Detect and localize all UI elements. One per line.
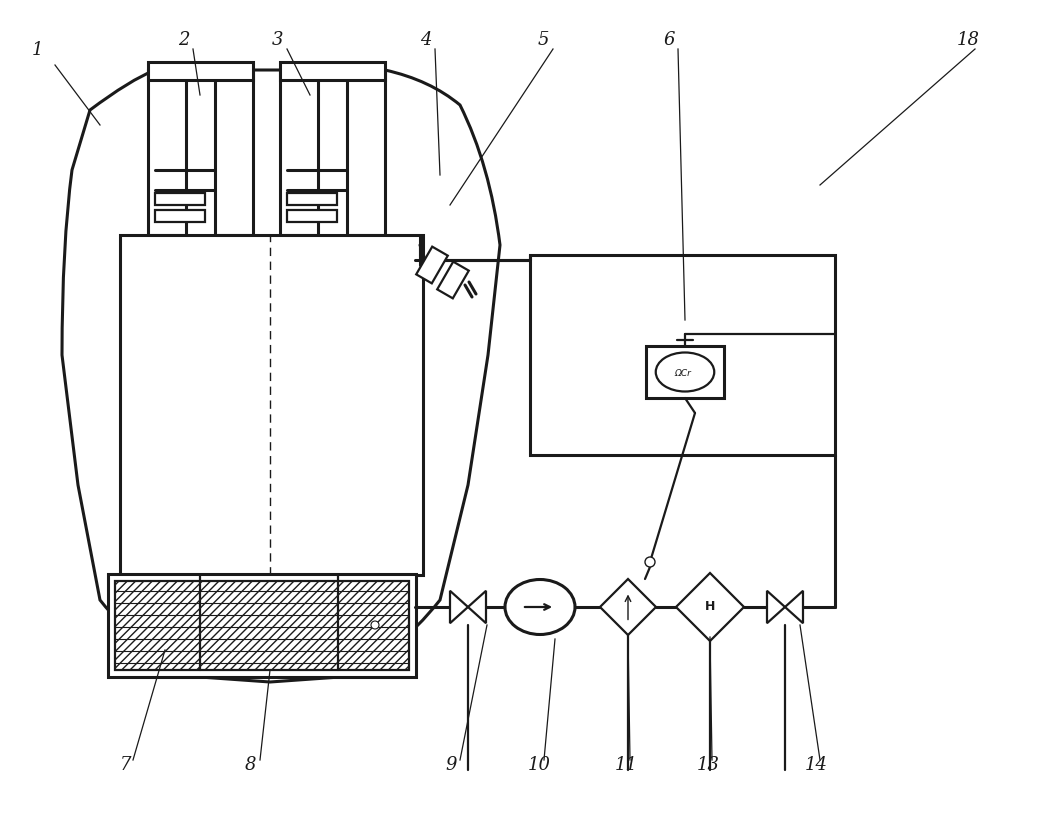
Text: 3: 3 (272, 31, 284, 49)
Circle shape (645, 557, 655, 567)
Ellipse shape (505, 579, 575, 634)
Text: 5: 5 (538, 31, 549, 49)
Polygon shape (417, 247, 448, 283)
Text: 8: 8 (245, 756, 257, 774)
Polygon shape (785, 591, 803, 623)
Text: 14: 14 (805, 756, 828, 774)
Bar (120, 235, 423, 575)
Text: 13: 13 (697, 756, 720, 774)
Polygon shape (767, 591, 785, 623)
Bar (148, 70, 186, 235)
Bar (287, 193, 337, 205)
Text: H: H (705, 601, 715, 614)
Bar (530, 255, 835, 455)
Bar (280, 62, 385, 80)
Text: 4: 4 (420, 31, 431, 49)
Text: 9: 9 (445, 756, 456, 774)
Text: 18: 18 (957, 31, 980, 49)
Polygon shape (437, 262, 469, 299)
Bar (347, 70, 385, 235)
Text: ΩCr: ΩCr (674, 370, 691, 379)
Text: 6: 6 (663, 31, 674, 49)
Polygon shape (468, 591, 487, 623)
Ellipse shape (656, 352, 714, 392)
Text: 11: 11 (615, 756, 638, 774)
PathPatch shape (62, 70, 500, 682)
Bar (108, 574, 416, 677)
Bar (115, 581, 409, 670)
Text: 2: 2 (177, 31, 190, 49)
Bar (287, 210, 337, 222)
Text: 10: 10 (528, 756, 551, 774)
Bar (215, 70, 253, 235)
Bar (155, 193, 205, 205)
Text: 7: 7 (120, 756, 132, 774)
Polygon shape (677, 573, 744, 641)
Bar (280, 70, 318, 235)
Circle shape (371, 621, 379, 629)
Polygon shape (600, 579, 656, 635)
Polygon shape (450, 591, 468, 623)
Bar (646, 346, 723, 398)
Bar (155, 210, 205, 222)
Bar (148, 62, 253, 80)
Text: 1: 1 (32, 41, 44, 59)
